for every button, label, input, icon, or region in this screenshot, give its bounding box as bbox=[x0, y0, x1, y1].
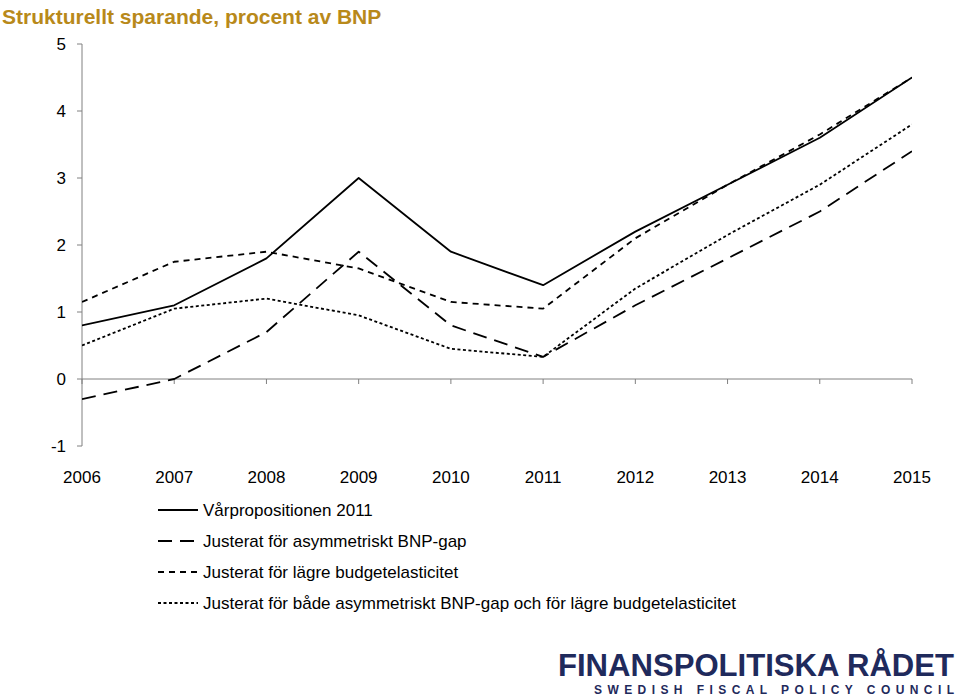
x-tick-label: 2010 bbox=[432, 468, 470, 487]
legend-swatch bbox=[158, 571, 198, 573]
y-tick-label: 1 bbox=[57, 303, 66, 322]
x-tick-label: 2015 bbox=[893, 468, 931, 487]
x-tick-label: 2008 bbox=[248, 468, 286, 487]
y-tick-label: 5 bbox=[57, 35, 66, 54]
legend-label: Justerat för både asymmetriskt BNP-gap o… bbox=[203, 594, 736, 613]
x-tick-label: 2012 bbox=[616, 468, 654, 487]
logo-title: FINANSPOLITISKA RÅDET bbox=[558, 648, 954, 683]
y-tick bbox=[77, 178, 82, 179]
series-group bbox=[82, 78, 912, 400]
x-tick-label: 2007 bbox=[155, 468, 193, 487]
x-tick bbox=[543, 379, 544, 384]
x-tick-label: 2014 bbox=[801, 468, 839, 487]
legend-label: Justerat för asymmetriskt BNP-gap bbox=[203, 532, 467, 551]
y-tick bbox=[77, 312, 82, 313]
x-axis bbox=[82, 379, 912, 380]
x-tick-label: 2013 bbox=[709, 468, 747, 487]
y-tick bbox=[77, 446, 82, 447]
y-tick-label: 3 bbox=[57, 169, 66, 188]
x-tick bbox=[450, 379, 451, 384]
x-tick-label: 2006 bbox=[63, 468, 101, 487]
y-tick-label: -1 bbox=[51, 437, 66, 456]
logo-subtitle: SWEDISH FISCAL POLICY COUNCIL bbox=[594, 683, 954, 696]
x-tick bbox=[82, 379, 83, 384]
x-tick bbox=[727, 379, 728, 384]
legend-label: Vårpropositionen 2011 bbox=[203, 501, 373, 520]
x-tick bbox=[635, 379, 636, 384]
y-tick bbox=[77, 245, 82, 246]
legend-swatch bbox=[158, 602, 198, 604]
series-line bbox=[82, 78, 912, 309]
y-tick-label: 0 bbox=[57, 370, 66, 389]
x-tick-label: 2011 bbox=[525, 468, 562, 487]
x-tick bbox=[819, 379, 820, 384]
legend-swatch bbox=[158, 509, 198, 511]
x-tick-label: 2009 bbox=[340, 468, 378, 487]
y-tick bbox=[77, 111, 82, 112]
x-tick bbox=[358, 379, 359, 384]
x-tick bbox=[266, 379, 267, 384]
title: Strukturellt sparande, procent av BNP bbox=[2, 5, 381, 28]
series-line bbox=[82, 124, 912, 356]
series-line bbox=[82, 151, 912, 399]
x-tick bbox=[912, 379, 913, 384]
y-tick bbox=[77, 44, 82, 45]
y-tick bbox=[77, 379, 82, 380]
y-tick-label: 4 bbox=[57, 102, 66, 121]
chart: Strukturellt sparande, procent av BNP -1 0… bbox=[0, 0, 960, 696]
legend-label: Justerat för lägre budgetelasticitet bbox=[203, 563, 458, 582]
y-tick-label: 2 bbox=[57, 236, 66, 255]
legend-swatch bbox=[158, 540, 198, 542]
